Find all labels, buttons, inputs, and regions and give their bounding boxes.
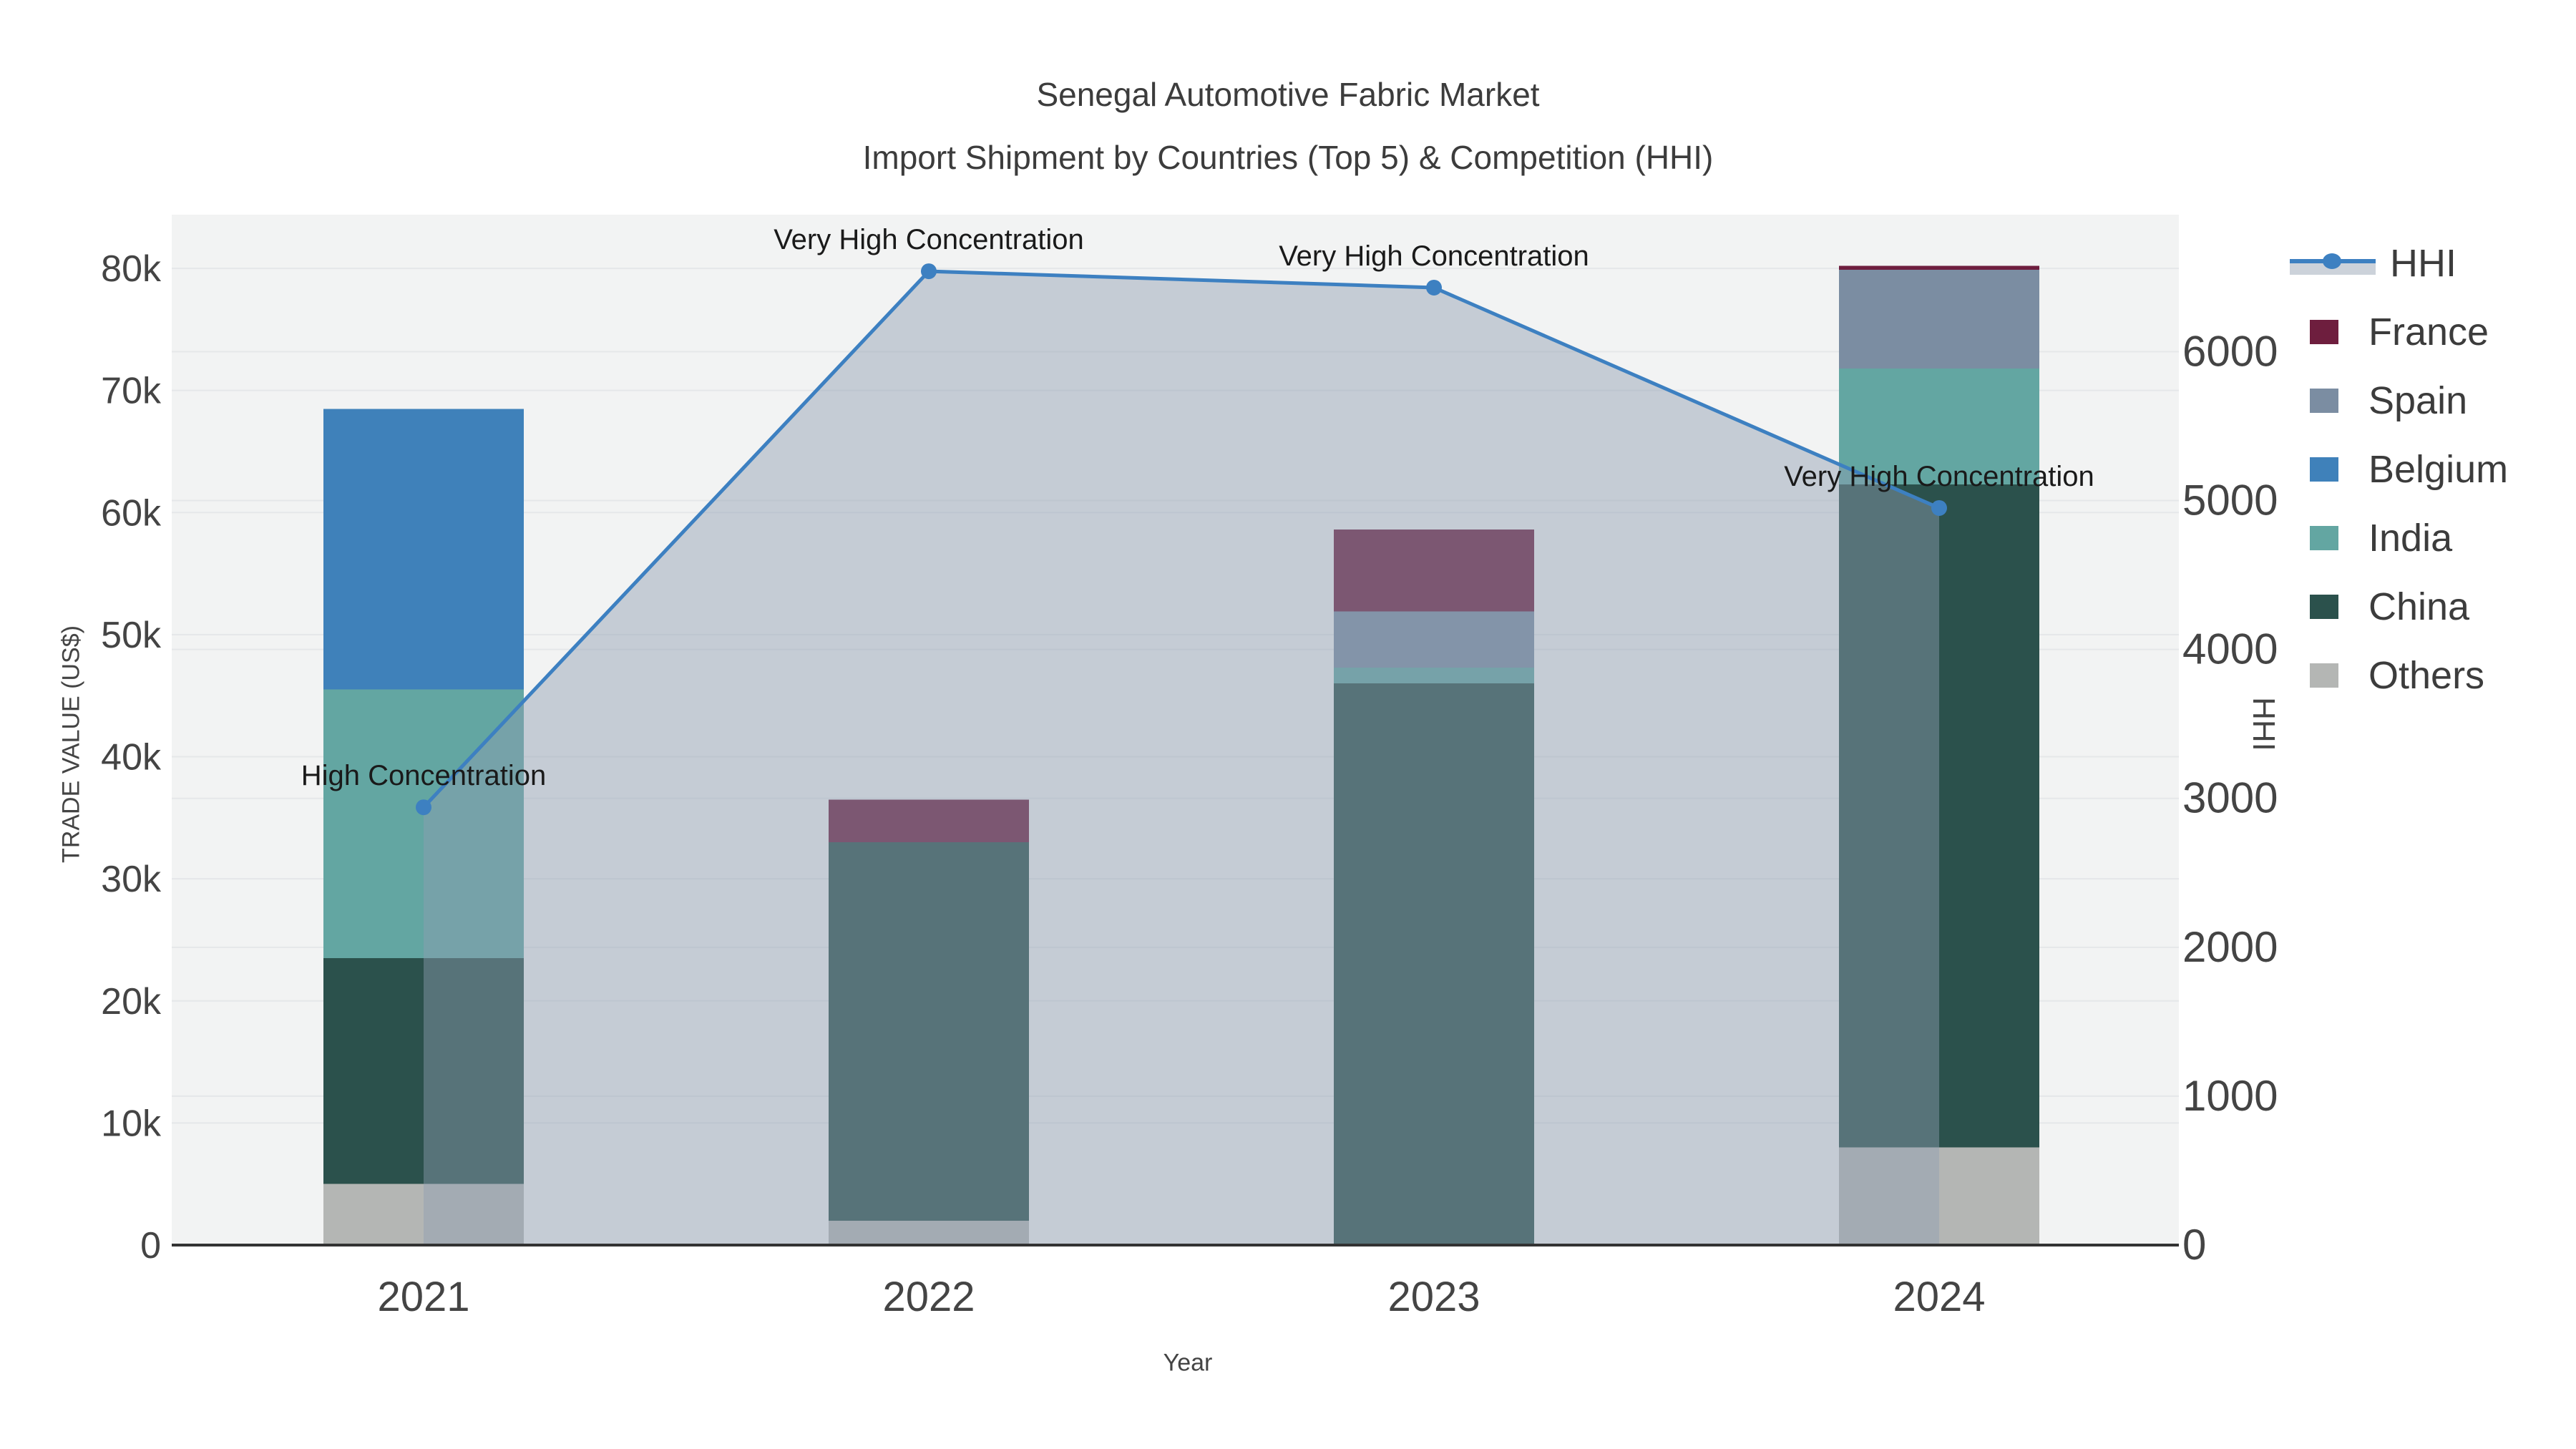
annotation-2022: Very High Concentration — [774, 224, 1084, 255]
bar-segment-china-2023[interactable] — [1334, 683, 1534, 1245]
hhi-line — [422, 269, 1940, 809]
bar-segment-china-2024[interactable] — [1839, 484, 2039, 1148]
chart-title-line2: Import Shipment by Countries (Top 5) & C… — [862, 139, 1714, 176]
annotation-2021: High Concentration — [301, 760, 546, 791]
legend-item-others[interactable]: Others — [2290, 641, 2508, 710]
legend-item-france[interactable]: France — [2290, 298, 2508, 366]
legend-label: France — [2368, 311, 2489, 353]
bar-segment-others-2024[interactable] — [1839, 1147, 2039, 1245]
y-left-tick-70k: 70k — [101, 371, 162, 412]
y-left-tick-80k: 80k — [101, 248, 162, 290]
chart-title-line1: Senegal Automotive Fabric Market — [1036, 76, 1540, 113]
y-right-tick-1000: 1000 — [2182, 1072, 2278, 1120]
y-left-tick-10k: 10k — [101, 1103, 162, 1144]
bar-segment-france-2023[interactable] — [1334, 530, 1534, 612]
bar-segment-france-2024[interactable] — [1839, 265, 2039, 270]
y-right-tick-2000: 2000 — [2182, 923, 2278, 971]
y-right-axis-title: HHI — [2246, 697, 2281, 751]
y-right-tick-6000: 6000 — [2182, 327, 2278, 375]
y-left-tick-30k: 30k — [101, 859, 162, 900]
annotation-2023: Very High Concentration — [1279, 240, 1589, 272]
belgium-swatch-icon — [2310, 457, 2338, 482]
bar-segment-india-2023[interactable] — [1334, 667, 1534, 684]
hhi-marker-2022[interactable] — [921, 263, 937, 280]
bar-segment-spain-2023[interactable] — [1334, 611, 1534, 668]
legend-item-china[interactable]: China — [2290, 572, 2508, 641]
hhi-marker-2021[interactable] — [416, 799, 431, 816]
hhi-marker-2023[interactable] — [1426, 279, 1442, 296]
annotation-2024: Very High Concentration — [1784, 461, 2094, 492]
hhi-area-fill — [424, 271, 1939, 1245]
hhi-marker-2024[interactable] — [1931, 499, 1947, 516]
x-tick-2021: 2021 — [377, 1274, 469, 1320]
hhi-line-icon — [2290, 250, 2376, 276]
india-swatch-icon — [2310, 526, 2338, 550]
y-right-tick-5000: 5000 — [2182, 477, 2278, 525]
legend-label: Others — [2368, 654, 2485, 697]
y-left-tick-40k: 40k — [101, 737, 162, 779]
legend-item-india[interactable]: India — [2290, 504, 2508, 572]
y-right-tick-0: 0 — [2182, 1221, 2206, 1269]
france-swatch-icon — [2310, 320, 2338, 344]
bar-segment-france-2022[interactable] — [829, 799, 1029, 842]
legend-label: China — [2368, 585, 2470, 628]
x-tick-2024: 2024 — [1893, 1274, 1985, 1320]
legend-label: India — [2368, 517, 2453, 560]
chart-title: Senegal Automotive Fabric Market Import … — [0, 63, 2576, 189]
y-right-tick-4000: 4000 — [2182, 625, 2278, 673]
y-left-tick-60k: 60k — [101, 492, 162, 534]
others-swatch-icon — [2310, 663, 2338, 688]
china-swatch-icon — [2310, 595, 2338, 619]
bar-segment-belgium-2021[interactable] — [323, 409, 524, 690]
legend-item-spain[interactable]: Spain — [2290, 366, 2508, 435]
y-left-tick-50k: 50k — [101, 615, 162, 656]
y-left-tick-0: 0 — [140, 1225, 161, 1267]
legend-item-belgium[interactable]: Belgium — [2290, 435, 2508, 504]
y-right-tick-3000: 3000 — [2182, 774, 2278, 822]
y-left-axis-title: TRADE VALUE (US$) — [57, 625, 85, 863]
x-axis-title: Year — [1163, 1349, 1213, 1377]
y-left-tick-20k: 20k — [101, 981, 162, 1023]
bar-segment-spain-2024[interactable] — [1839, 269, 2039, 369]
x-tick-2022: 2022 — [882, 1274, 975, 1320]
x-tick-2023: 2023 — [1387, 1274, 1480, 1320]
spain-swatch-icon — [2310, 389, 2338, 413]
bar-segment-india-2024[interactable] — [1839, 368, 2039, 485]
bar-segment-others-2022[interactable] — [829, 1220, 1029, 1245]
legend-label: Belgium — [2368, 448, 2509, 491]
bar-segment-china-2022[interactable] — [829, 841, 1029, 1221]
legend-label: Spain — [2368, 379, 2468, 422]
legend-label: HHI — [2390, 242, 2457, 285]
bar-segment-china-2021[interactable] — [323, 958, 524, 1184]
legend: HHI France Spain Belgium India China Oth… — [2290, 229, 2508, 710]
bar-segment-others-2021[interactable] — [323, 1184, 524, 1245]
legend-item-hhi[interactable]: HHI — [2290, 229, 2508, 298]
